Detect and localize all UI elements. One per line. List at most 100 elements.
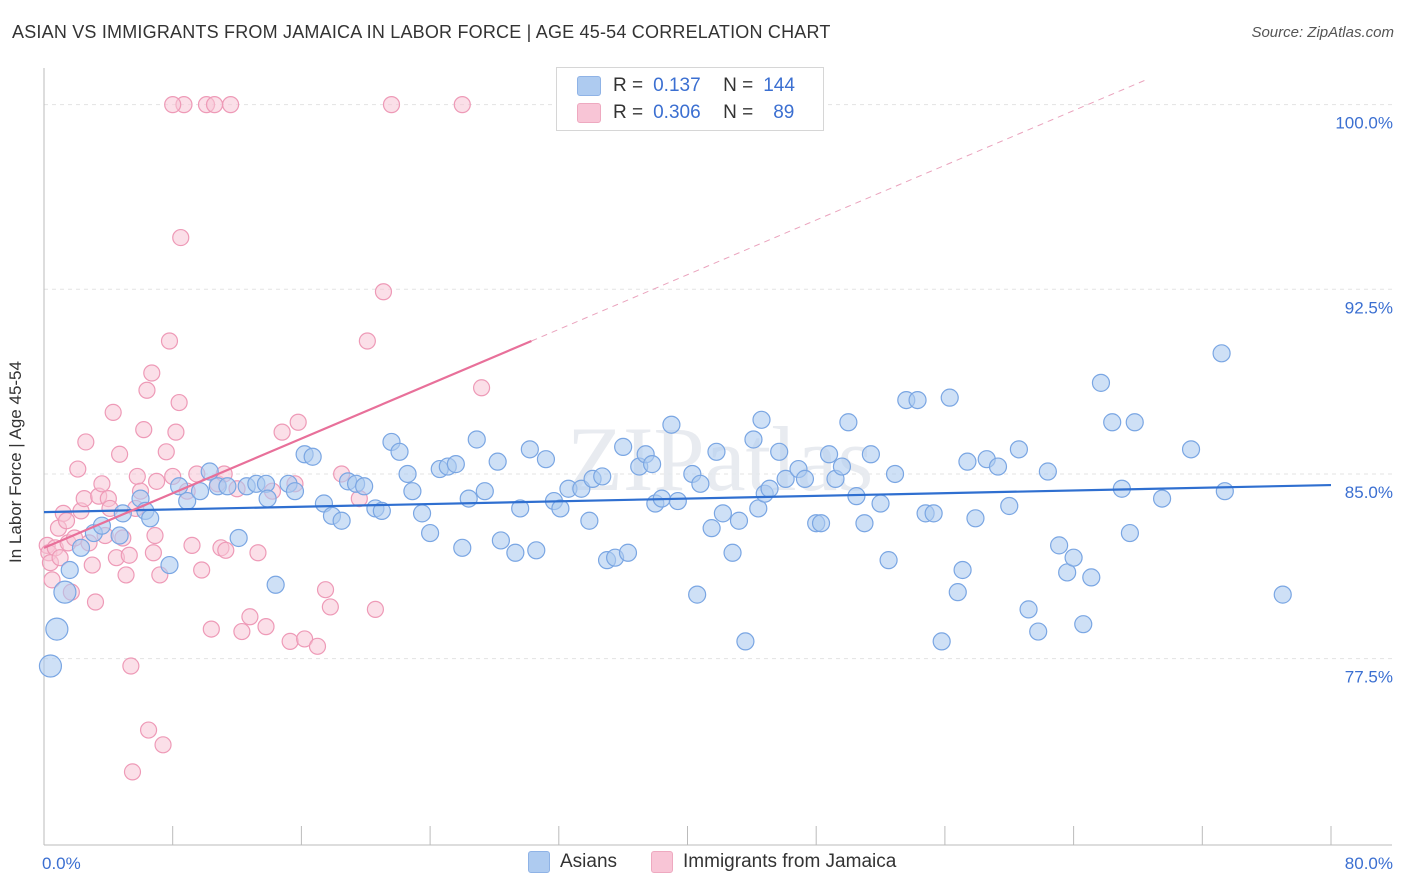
jamaica-point — [321, 598, 339, 616]
y-tick-label: 77.5% — [1345, 668, 1393, 687]
asian-point — [702, 519, 721, 538]
asian-point — [229, 528, 248, 548]
asian-point — [53, 580, 77, 604]
asian-point — [488, 452, 507, 471]
jamaica-point — [146, 526, 164, 545]
asian-point — [861, 445, 880, 464]
asian-point — [45, 617, 69, 641]
asian-point — [662, 415, 681, 434]
legend-row-jamaica: R = 0.306 N = 89 — [577, 101, 794, 125]
asian-point — [924, 504, 943, 523]
asian-point — [285, 482, 305, 501]
asian-point — [446, 455, 465, 474]
jamaica-point — [183, 536, 201, 554]
jamaica-point — [366, 600, 385, 618]
asian-point — [1152, 489, 1172, 508]
asian-point — [760, 479, 779, 498]
jamaica-point — [144, 544, 162, 562]
jamaica-point — [358, 332, 376, 350]
asian-point — [614, 437, 633, 456]
asian-point — [160, 555, 179, 575]
jamaica-point — [148, 472, 166, 490]
jamaica-point — [111, 445, 129, 463]
asian-point — [908, 390, 927, 410]
asian-point — [421, 523, 440, 543]
asian-point — [832, 457, 852, 476]
chart-title: ASIAN VS IMMIGRANTS FROM JAMAICA IN LABO… — [12, 22, 831, 42]
asian-point — [752, 410, 771, 429]
asian-point — [459, 489, 478, 508]
asian-point — [536, 450, 556, 469]
legend-n-value: 89 — [773, 102, 795, 123]
asian-point — [398, 464, 417, 484]
x-tick-label: 80.0% — [1345, 854, 1393, 873]
asian-point — [776, 469, 795, 488]
grid — [44, 104, 1392, 660]
jamaica-point — [289, 413, 307, 431]
jamaica-point — [43, 571, 61, 589]
axes — [43, 68, 1392, 846]
jamaica-point — [69, 460, 87, 478]
jamaica-point — [167, 423, 185, 441]
jamaica-point — [75, 489, 93, 508]
asian-point — [1074, 615, 1093, 634]
jamaica-point — [139, 721, 158, 739]
jamaica-point — [83, 556, 101, 574]
asian-point — [819, 445, 839, 464]
legend-n-value: 144 — [763, 75, 795, 96]
asian-points — [38, 344, 1292, 678]
jamaica-point — [138, 381, 156, 399]
legend-swatch-blue — [577, 76, 601, 96]
asian-point — [713, 504, 732, 523]
asian-point — [744, 430, 763, 449]
jamaica-trend-extension — [531, 79, 1146, 342]
jamaica-point — [382, 96, 401, 114]
legend-row-asians: R = 0.137 N = 144 — [577, 74, 795, 98]
legend-swatch-blue — [528, 851, 550, 873]
asian-point — [1120, 523, 1140, 543]
legend-r-value: 0.306 — [653, 102, 701, 123]
jamaica-point — [374, 283, 393, 301]
asian-point — [1273, 585, 1292, 604]
asian-point — [736, 632, 755, 651]
legend-n-label: N = — [723, 102, 754, 123]
asian-point — [795, 469, 815, 488]
asian-point — [520, 440, 539, 459]
asian-point — [643, 455, 662, 474]
asian-point — [932, 632, 951, 651]
asian-point — [71, 538, 91, 557]
legend-item-jamaica[interactable]: Immigrants from Jamaica — [651, 851, 896, 873]
asian-point — [953, 560, 972, 580]
jamaica-point — [77, 433, 95, 451]
jamaica-point — [128, 467, 146, 486]
asian-point — [958, 452, 977, 471]
asian-point — [303, 447, 322, 466]
asian-point — [1082, 568, 1101, 587]
legend-n-label: N = — [723, 75, 754, 96]
asian-point — [811, 514, 831, 533]
asian-point — [141, 509, 160, 528]
jamaica-point — [120, 546, 138, 564]
jamaica-point — [472, 379, 491, 397]
legend-item-asians[interactable]: Asians — [528, 851, 617, 873]
jamaica-point — [257, 618, 275, 636]
asian-point — [1125, 413, 1144, 432]
jamaica-point — [104, 403, 122, 422]
jamaica-point — [157, 443, 175, 461]
asian-point — [412, 504, 432, 523]
asian-point — [38, 654, 63, 678]
asian-point — [1064, 548, 1083, 567]
asian-point — [1212, 344, 1231, 363]
asian-point — [390, 442, 409, 461]
jamaica-point — [164, 96, 182, 114]
asian-point — [475, 482, 494, 501]
asian-point — [668, 491, 687, 511]
jamaica-point — [154, 736, 172, 754]
jamaica-point — [316, 581, 335, 599]
jamaica-trend-line — [43, 339, 532, 549]
legend-label-asians: Asians — [560, 851, 618, 872]
asian-trend-line — [43, 483, 1332, 514]
asian-point — [110, 526, 129, 545]
asian-point — [1000, 496, 1019, 516]
stats-legend: R = 0.137 N = 144 R = 0.306 N = 89 — [556, 67, 824, 131]
